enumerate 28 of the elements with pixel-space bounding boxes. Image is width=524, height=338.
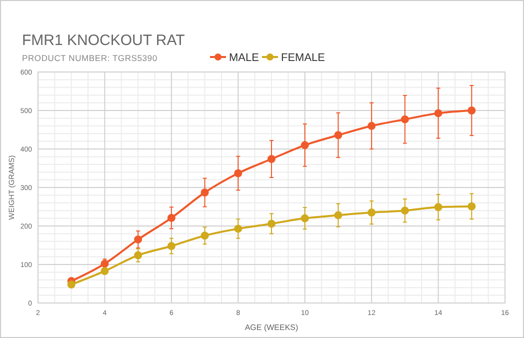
point (334, 211, 342, 220)
point (400, 206, 409, 215)
legend-label: MALE (229, 52, 259, 64)
point (167, 214, 176, 222)
point (300, 141, 309, 150)
point (334, 131, 342, 140)
point (300, 214, 309, 222)
point (234, 169, 242, 178)
point (134, 251, 142, 260)
point (200, 188, 209, 197)
point (134, 235, 142, 244)
x-axis-title: AGE (WEEKS) (244, 323, 299, 332)
point (434, 203, 442, 212)
point (468, 202, 476, 210)
point (434, 109, 442, 118)
point (200, 232, 209, 240)
point (368, 122, 376, 130)
point (468, 106, 476, 114)
point (368, 208, 376, 217)
point (234, 224, 242, 233)
chart-subtitle: PRODUCT NUMBER: TGRS5390 (22, 53, 158, 63)
point (167, 242, 176, 250)
point (268, 155, 276, 164)
chart-title: FMR1 KNOCKOUT RAT (22, 32, 185, 49)
point (268, 220, 276, 228)
point (67, 280, 76, 289)
legend-label: FEMALE (281, 52, 326, 64)
point (400, 115, 409, 124)
